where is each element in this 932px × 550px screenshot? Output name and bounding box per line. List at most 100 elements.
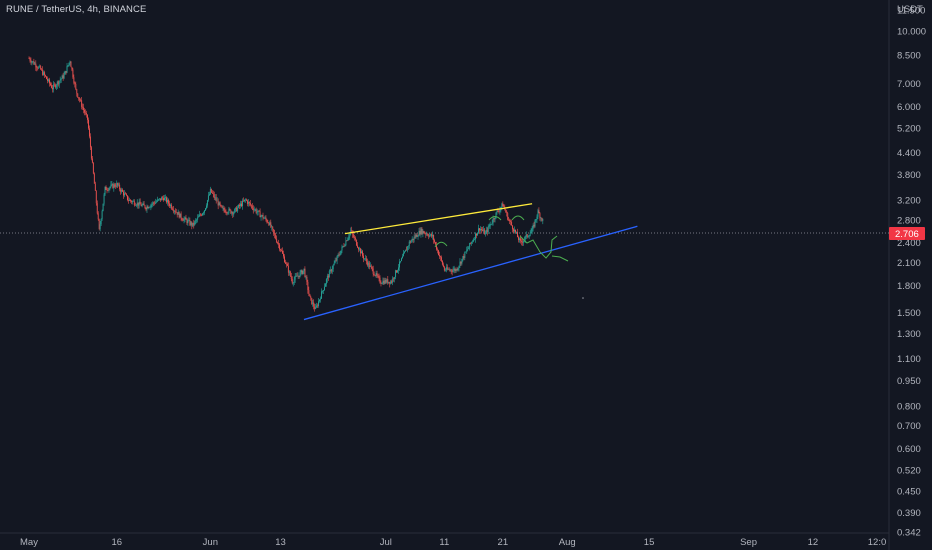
projection-annotation[interactable]: [519, 235, 569, 262]
candle-body: [269, 222, 271, 225]
candle-body: [256, 212, 258, 213]
candle-body: [154, 203, 156, 204]
candle-body: [296, 275, 298, 277]
candle-body: [81, 100, 83, 107]
price-tick-label: 2.100: [897, 258, 921, 269]
candle-body: [439, 255, 440, 257]
candle-body: [222, 207, 224, 209]
candle-body: [63, 74, 65, 79]
candle-body: [311, 297, 313, 305]
candle-body: [535, 219, 537, 221]
candle-body: [108, 188, 110, 191]
candle-body: [49, 79, 50, 84]
price-axis[interactable]: 11.500 10.000 8.500 7.000 6.000 5.200 4.400 3.8…: [897, 6, 926, 539]
candle-body: [378, 276, 380, 278]
candle-body: [320, 298, 321, 300]
candle-body: [518, 238, 520, 240]
candle-body: [499, 209, 501, 212]
candle-body: [498, 211, 500, 212]
price-axis-unit: USDT: [897, 4, 923, 15]
candle-body: [190, 222, 192, 225]
candle-body: [164, 197, 165, 201]
candle-body: [472, 241, 474, 243]
candle-body: [86, 113, 87, 115]
candle-body: [324, 283, 326, 287]
candle-body: [249, 202, 251, 205]
price-tick-label: 0.700: [897, 421, 921, 432]
candle-body: [338, 254, 340, 256]
candle-body: [118, 184, 120, 186]
candle-body: [238, 204, 240, 208]
arc-annotation-1[interactable]: [434, 241, 448, 248]
candle-body: [297, 275, 299, 277]
candle-body: [43, 72, 45, 75]
candle-body: [112, 184, 114, 189]
candle-body: [495, 212, 497, 219]
candle-body: [114, 184, 116, 187]
candle-body: [243, 200, 244, 202]
candle-body: [515, 229, 516, 233]
candle-body: [409, 241, 411, 243]
candle-body: [316, 305, 318, 308]
candle-body: [72, 69, 74, 78]
time-axis[interactable]: May 16 Jun 13 Jul 11 21 Aug 15 Sep 12 12:0: [20, 537, 886, 548]
candle-body: [189, 220, 191, 225]
candle-body: [163, 198, 164, 201]
candle-body: [307, 281, 309, 291]
candle-body: [143, 203, 145, 206]
candle-body: [350, 230, 352, 233]
price-tick-label: 6.000: [897, 102, 921, 113]
candle-body: [428, 235, 430, 237]
arc-annotation-3[interactable]: [511, 215, 525, 221]
candle-body: [392, 278, 394, 283]
candle-body: [226, 212, 228, 214]
candle-body: [240, 203, 242, 206]
candle-body: [224, 210, 226, 213]
candle-body: [412, 238, 414, 240]
candle-body: [342, 246, 344, 247]
candle-body: [377, 275, 379, 277]
candle-body: [466, 249, 468, 252]
candle-body: [400, 260, 401, 262]
candle-body: [527, 236, 529, 238]
candle-body: [511, 221, 513, 226]
arc-annotation-2[interactable]: [488, 216, 502, 221]
candle-body: [441, 260, 443, 265]
candle-body: [185, 217, 187, 220]
candle-body: [306, 276, 308, 282]
candle-body: [401, 258, 402, 261]
candle-body: [414, 236, 416, 238]
candle-body: [295, 275, 297, 277]
candle-body: [50, 83, 51, 86]
upper-trendline[interactable]: [344, 203, 533, 235]
candle-body: [191, 222, 193, 226]
candle-body: [397, 270, 398, 273]
lower-trendline[interactable]: [303, 225, 638, 321]
candle-body: [437, 249, 438, 251]
candle-body: [84, 109, 86, 113]
candle-body: [287, 265, 289, 273]
candle-body: [144, 205, 146, 209]
candle-body: [82, 106, 84, 108]
candle-body: [468, 247, 470, 250]
candle-body: [121, 189, 123, 192]
candle-body: [452, 270, 454, 272]
candle-body: [386, 279, 388, 283]
candle-body: [395, 270, 397, 278]
candle-body: [99, 224, 101, 230]
candle-body: [177, 211, 179, 215]
candle-body: [229, 208, 231, 210]
candle-body: [145, 208, 147, 210]
candle-body: [78, 97, 80, 99]
candle-body: [172, 209, 174, 212]
price-tick-label: 0.342: [897, 528, 921, 539]
candle-body: [288, 271, 290, 273]
candle-body: [354, 237, 356, 239]
wave-annotations[interactable]: [434, 215, 569, 262]
candle-body: [344, 245, 346, 247]
candle-body: [97, 213, 99, 220]
candle-body: [168, 203, 170, 206]
candle-body: [173, 210, 175, 212]
candle-body: [362, 251, 363, 256]
